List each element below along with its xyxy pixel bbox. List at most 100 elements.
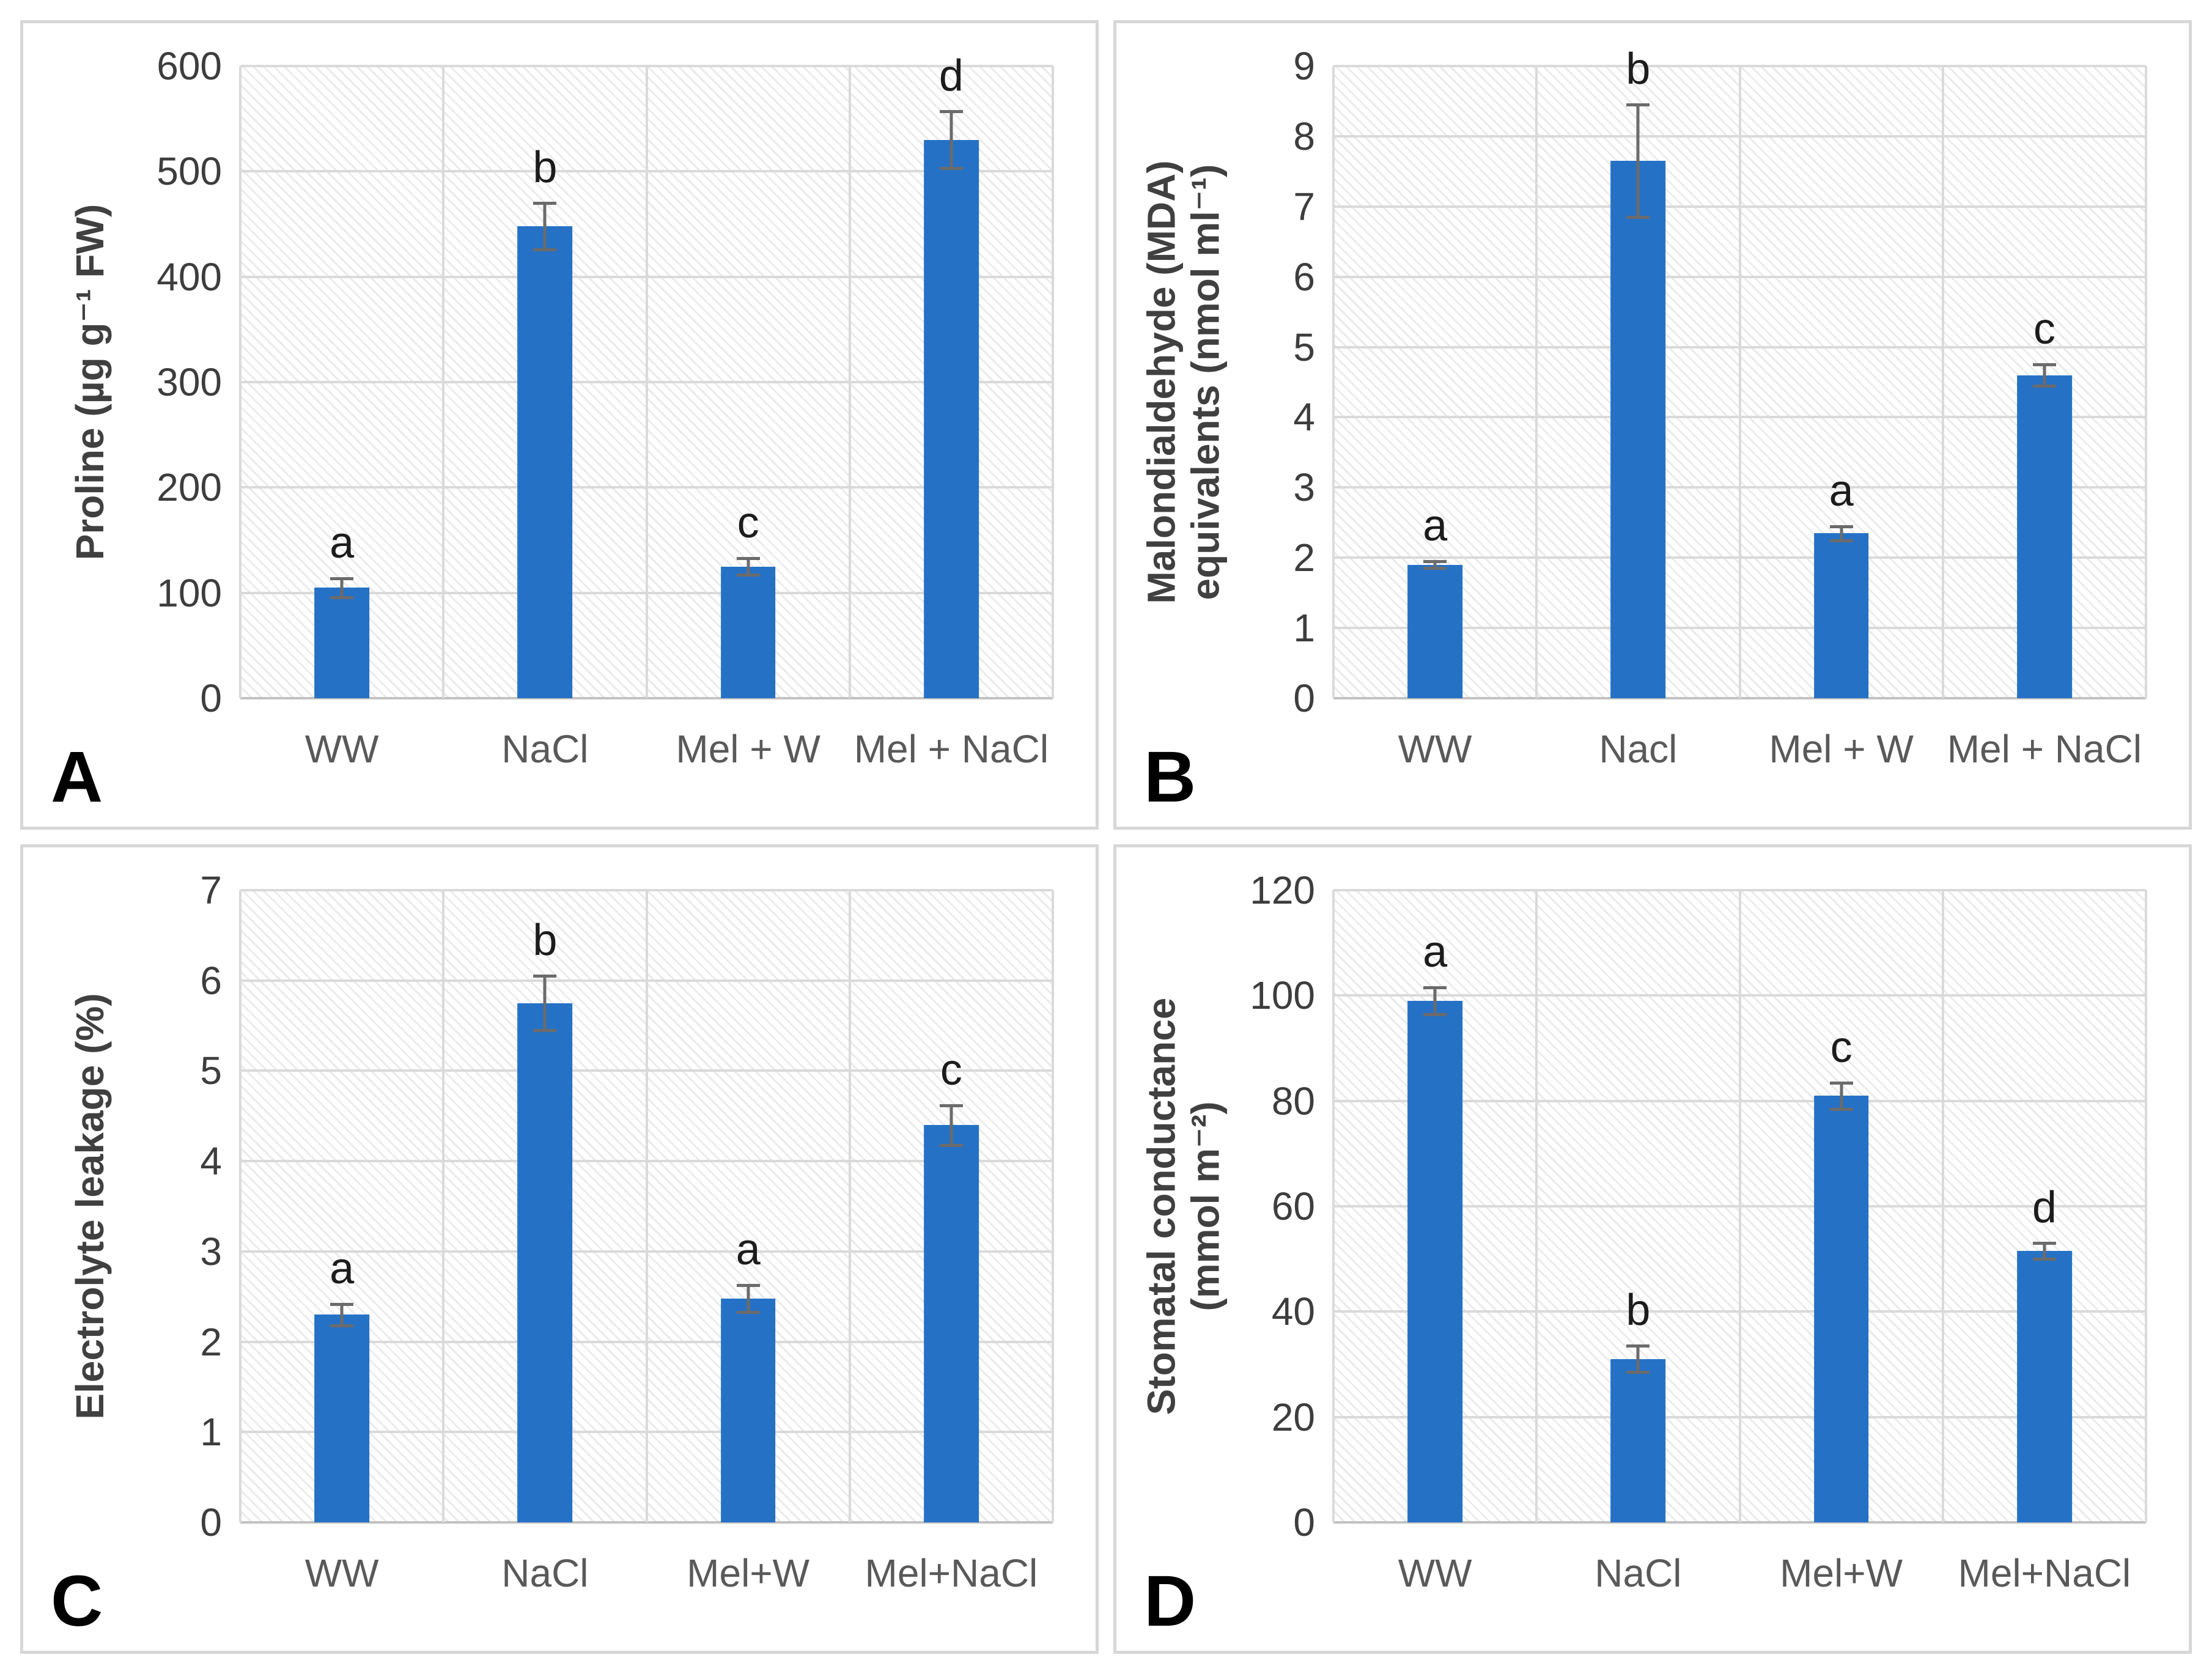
gridline-vertical — [1738, 890, 1741, 1522]
bar — [2017, 1251, 2072, 1522]
y-axis-tick-labels: 0 1 2 3 4 5 6 7 8 9 — [1230, 46, 1333, 718]
error-bar — [747, 558, 750, 575]
significance-letter: a — [330, 1244, 355, 1293]
x-axis-labels: WW NaCl Mel+W Mel+NaCl — [240, 1522, 1053, 1629]
x-tick-label: Mel + W — [676, 727, 820, 771]
y-tick-label: 7 — [1293, 184, 1315, 229]
gridline-vertical — [645, 66, 648, 698]
gridline-vertical — [1332, 890, 1335, 1522]
gridline-vertical — [442, 890, 445, 1522]
bar — [517, 226, 573, 698]
y-axis-title-line: Stomatal conductance — [1139, 997, 1184, 1415]
panel-d: Stomatal conductance (mmol m⁻²) 0 20 40 60 80… — [1113, 844, 2192, 1654]
bar — [720, 566, 776, 698]
y-axis-title: Stomatal conductance (mmol m⁻²) — [1139, 997, 1227, 1415]
x-tick-label: WW — [1398, 727, 1472, 771]
error-bar — [1636, 1346, 1640, 1373]
error-bar-cap-top — [939, 110, 963, 114]
y-axis-title-area: Electrolyte leakage (%) — [45, 890, 136, 1522]
gridline-horizontal — [240, 1521, 1053, 1524]
error-bar — [340, 1303, 344, 1326]
error-bar-cap-bottom — [736, 573, 760, 577]
y-tick-label: 9 — [1293, 44, 1315, 88]
significance-letter: b — [533, 916, 558, 965]
y-tick-label: 0 — [1293, 1500, 1315, 1544]
significance-letter: a — [1829, 466, 1854, 515]
y-tick-label: 3 — [200, 1229, 222, 1274]
error-bar-cap-bottom — [939, 167, 963, 171]
x-tick-label: Mel + NaCl — [853, 727, 1049, 771]
x-axis-labels: WW NaCl Mel+W Mel+NaCl — [1333, 1522, 2146, 1629]
error-bar — [1840, 1082, 1843, 1109]
error-bar-cap-top — [736, 556, 760, 560]
significance-letter: b — [533, 143, 558, 193]
bar — [517, 1003, 573, 1522]
error-bar-cap-bottom — [2032, 1258, 2056, 1261]
y-tick-label: 5 — [1293, 325, 1315, 369]
y-axis-title-area: Proline (µg g⁻¹ FW) — [45, 66, 136, 698]
error-bar — [340, 578, 344, 597]
panel-a: Proline (µg g⁻¹ FW) 0 100 200 300 400 500 600 … — [20, 20, 1099, 830]
y-tick-label: 5 — [200, 1049, 222, 1093]
y-tick-label: 60 — [1271, 1184, 1315, 1228]
y-tick-label: 8 — [1293, 114, 1315, 158]
bar — [720, 1298, 776, 1522]
y-axis-title-area: Malondialdehyde (MDA) equivalents (nmol m… — [1138, 66, 1230, 698]
gridline-vertical — [239, 890, 241, 1522]
gridline-vertical — [2145, 66, 2147, 698]
gridline-vertical — [2145, 890, 2147, 1522]
x-tick-label: WW — [304, 727, 379, 771]
gridline-vertical — [848, 66, 851, 698]
y-axis-title-line: Malondialdehyde (MDA) — [1139, 160, 1184, 604]
error-bar-cap-bottom — [939, 1143, 963, 1147]
x-axis-labels: WW Nacl Mel + W Mel + NaCl — [1333, 698, 2146, 805]
y-tick-label: 6 — [1293, 254, 1315, 299]
y-tick-label: 400 — [157, 254, 222, 299]
y-tick-label: 4 — [1293, 395, 1315, 440]
gridline-vertical — [1941, 66, 1944, 698]
gridline-horizontal — [1333, 697, 2146, 699]
error-bar-cap-bottom — [330, 1324, 354, 1327]
error-bar-cap-bottom — [330, 595, 354, 599]
error-bar-cap-top — [939, 1104, 963, 1107]
y-tick-label: 120 — [1250, 868, 1315, 912]
gridline-vertical — [1332, 66, 1335, 698]
error-bar-cap-top — [1423, 986, 1447, 990]
panel-label: C — [51, 1561, 103, 1642]
bar — [924, 1125, 979, 1522]
error-bar-cap-bottom — [533, 248, 557, 251]
y-axis-tick-labels: 0 100 200 300 400 500 600 — [136, 46, 240, 718]
y-axis-title-line: Proline (µg g⁻¹ FW) — [68, 204, 112, 561]
panel-label: B — [1144, 737, 1196, 817]
y-tick-label: 100 — [157, 570, 222, 615]
bar — [1407, 564, 1462, 698]
y-axis-title-line: (mmol m⁻²) — [1183, 1101, 1227, 1311]
error-bar-cap-top — [1423, 559, 1447, 563]
error-bar — [2043, 1243, 2046, 1259]
significance-letter: b — [1626, 1286, 1651, 1335]
significance-letter: a — [1423, 927, 1448, 977]
error-bar-cap-bottom — [1829, 1107, 1853, 1111]
y-tick-label: 300 — [157, 360, 222, 404]
significance-letter: d — [938, 51, 964, 101]
y-tick-label: 0 — [200, 1500, 222, 1544]
error-bar-cap-top — [1829, 1081, 1853, 1085]
error-bar — [949, 1105, 953, 1145]
bar — [2017, 375, 2072, 698]
y-tick-label: 100 — [1250, 973, 1315, 1018]
y-tick-label: 500 — [157, 149, 222, 194]
x-tick-label: Mel + W — [1769, 727, 1914, 771]
bar — [314, 588, 369, 698]
x-tick-label: WW — [1398, 1551, 1472, 1595]
error-bar-cap-top — [1626, 1344, 1650, 1348]
error-bar-cap-bottom — [1626, 216, 1650, 219]
y-tick-label: 2 — [1293, 536, 1315, 580]
error-bar-cap-bottom — [1829, 539, 1853, 542]
bar — [1407, 1000, 1462, 1522]
y-tick-label: 0 — [1293, 676, 1315, 720]
gridline-vertical — [1052, 890, 1054, 1522]
panel-c: Electrolyte leakage (%) 0 1 2 3 4 5 6 7 a b a c WW… — [20, 844, 1099, 1654]
plot-area: a b a c — [1332, 47, 2147, 699]
gridline-vertical — [1535, 890, 1538, 1522]
y-axis-tick-labels: 0 1 2 3 4 5 6 7 — [136, 871, 240, 1542]
